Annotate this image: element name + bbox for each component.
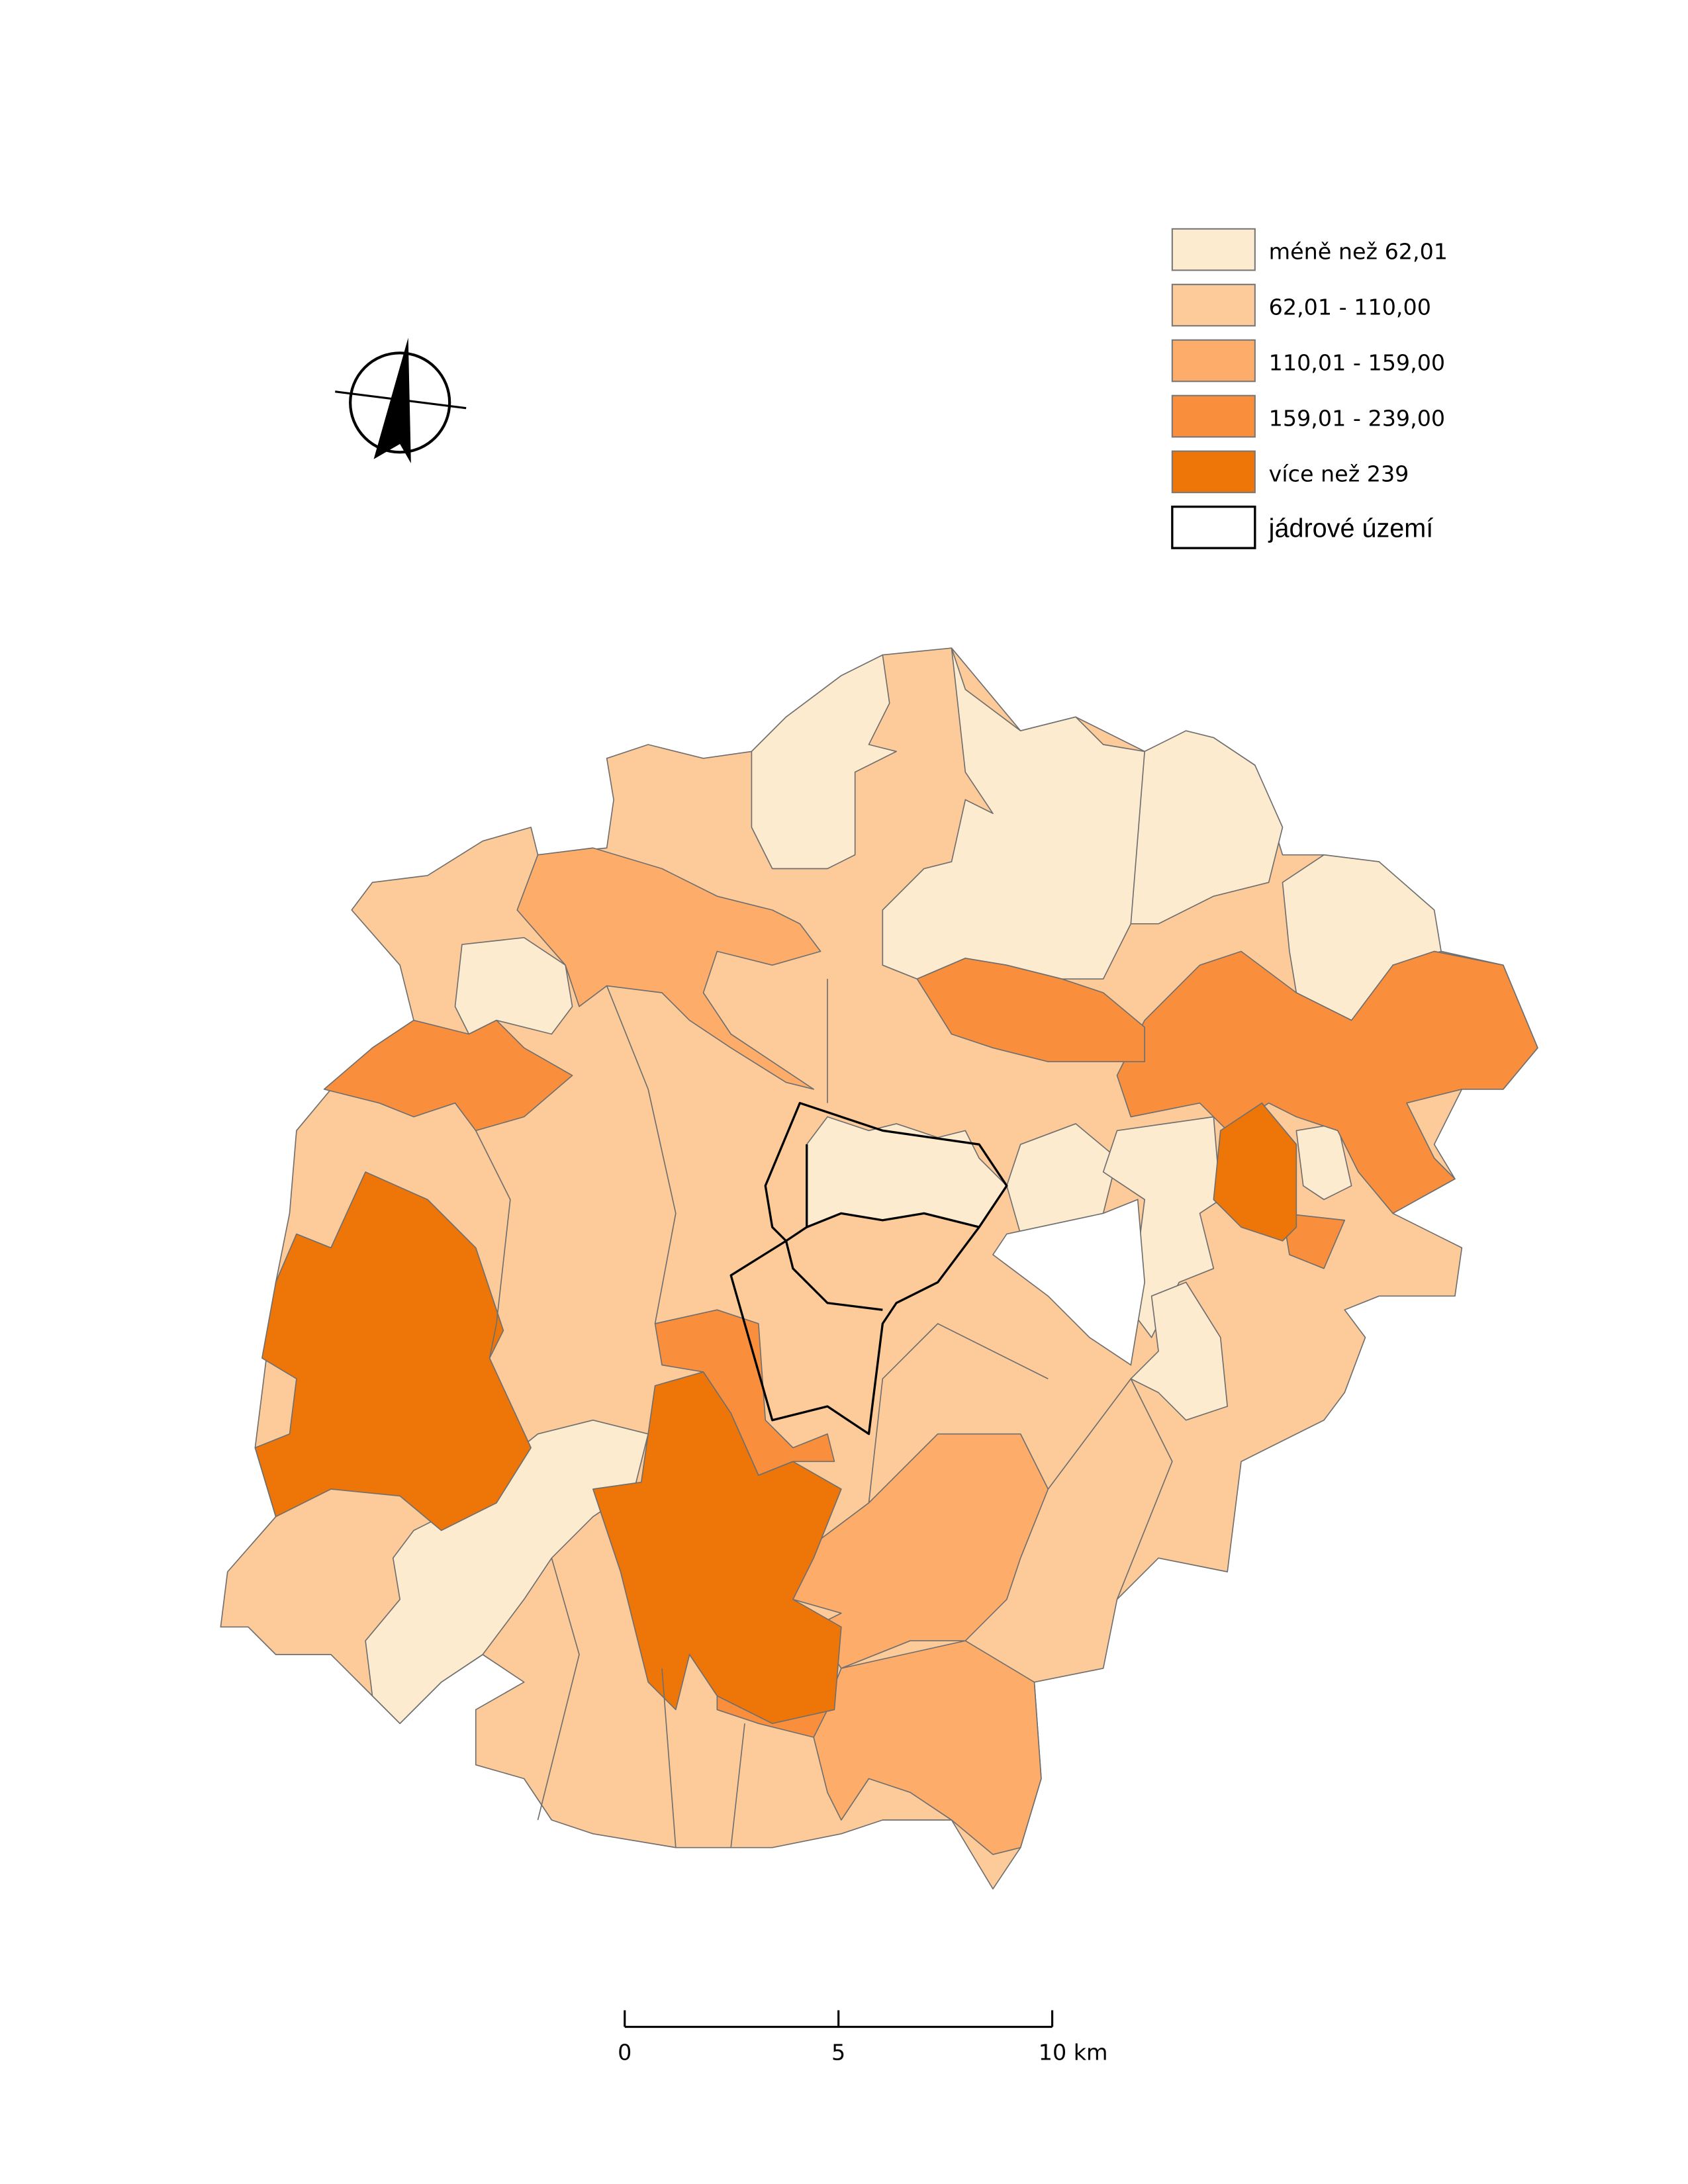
- scale-label: 5: [831, 2040, 845, 2066]
- legend-label: 159,01 - 239,00: [1269, 406, 1445, 432]
- north-arrow: [335, 338, 467, 463]
- scale-label: 10 km: [1039, 2040, 1108, 2066]
- region: [1213, 1102, 1297, 1242]
- region: [792, 1433, 1049, 1669]
- region-border: [475, 1130, 511, 1359]
- region: [916, 958, 1145, 1062]
- legend-swatch: [1171, 228, 1256, 271]
- region: [516, 847, 821, 1090]
- legend: méně než 62,01 62,01 - 110,00 110,01 - 159…: [1171, 228, 1448, 549]
- region: [323, 1019, 573, 1132]
- legend-label: jádrové území: [1268, 514, 1434, 543]
- core-border: [784, 1226, 883, 1311]
- regions: [220, 647, 1538, 1890]
- region-border: [606, 985, 677, 1324]
- legend-label: 62,01 - 110,00: [1269, 295, 1431, 320]
- scale-label: 0: [618, 2040, 632, 2066]
- legend-swatch: [1171, 283, 1256, 327]
- legend-swatch: [1171, 394, 1256, 438]
- region: [454, 936, 573, 1035]
- legend-label: 110,01 - 159,00: [1269, 350, 1445, 376]
- legend-swatch: [1171, 450, 1256, 494]
- region: [254, 1171, 532, 1531]
- region: [365, 1420, 649, 1725]
- region: [1130, 730, 1284, 925]
- legend-swatch: [1171, 339, 1256, 383]
- legend-label: více než 239: [1269, 461, 1409, 487]
- region-border: [661, 1668, 677, 1848]
- region: [751, 654, 897, 870]
- blank-area: [992, 1199, 1146, 1366]
- legend-swatch: [1171, 505, 1256, 549]
- region-border: [730, 1723, 745, 1848]
- region: [1116, 950, 1538, 1214]
- legend-label: méně než 62,01: [1269, 239, 1448, 265]
- core-area: [729, 1102, 1008, 1435]
- scale-bar: 0 5 10 km: [618, 2010, 1108, 2066]
- region: [592, 1371, 842, 1725]
- region: [1282, 1212, 1346, 1269]
- region-border: [1047, 1377, 1173, 1600]
- core-border: [806, 1144, 980, 1228]
- region-border: [868, 1322, 1049, 1503]
- region: [813, 1640, 1042, 1855]
- region: [1130, 1281, 1228, 1421]
- region-border: [537, 1557, 580, 1821]
